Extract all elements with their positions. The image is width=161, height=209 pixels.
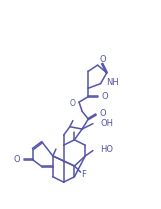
Text: O: O	[101, 92, 108, 101]
Text: O: O	[100, 109, 106, 118]
Text: O: O	[14, 155, 21, 164]
Text: NH: NH	[106, 78, 119, 87]
Text: OH: OH	[101, 119, 114, 128]
Text: F: F	[81, 170, 86, 179]
Text: O: O	[100, 55, 106, 64]
Text: O: O	[69, 99, 75, 108]
Text: HO: HO	[101, 145, 114, 154]
